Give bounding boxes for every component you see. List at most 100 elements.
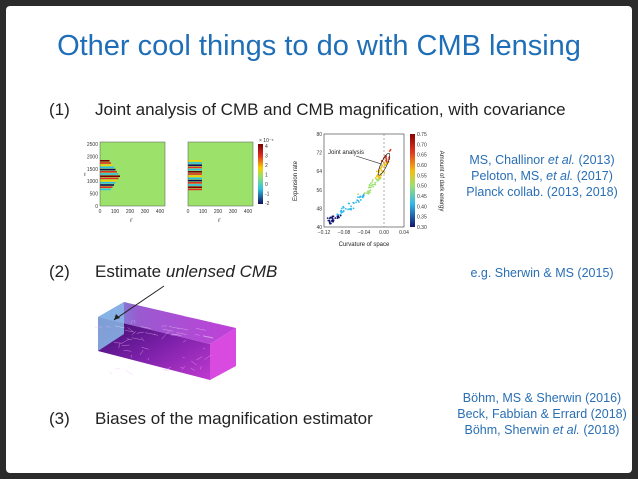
scatter-point [381,164,384,167]
item-2-number: (2) [49,262,70,281]
cosmic-web-filament [182,339,187,343]
cosmic-web-filament [153,333,158,336]
scatter-point [372,185,375,188]
cosmic-web-filament [140,326,151,329]
heatmap-x-tick: 400 [156,209,165,215]
heatmap-y-tick: 1000 [87,179,98,185]
heatmap-stripe [100,182,116,184]
slide: Other cool things to do with CMB lensing… [6,6,632,473]
scatter-point [374,181,377,184]
heatmap-x-tick: 100 [199,209,208,215]
cosmic-web-filament [171,333,182,337]
heatmap-stripe [188,162,202,164]
scatter-point [369,186,372,189]
cosmic-web-filament [191,360,197,366]
cosmic-web-filament [114,325,125,329]
cosmic-web-filament [200,366,202,370]
chart-y-tick: 56 [316,188,322,194]
cosmic-web-filament [162,328,173,332]
heatmap-stripe [100,188,111,191]
scatter-point [339,214,342,217]
scatter-point [349,207,352,210]
heatmap-colorbar [258,144,263,204]
heatmap-stripe [188,186,202,188]
chart-y-tick: 72 [316,151,322,157]
cosmic-web-filament [131,331,136,336]
cosmic-web-filament [124,330,135,333]
cosmic-web-filament [183,315,194,319]
chart-x-tick: −0.08 [338,230,351,236]
heatmap-stripe [100,175,120,177]
ref-2-line-1: e.g. Sherwin & MS (2015) [470,266,614,280]
scatter-point [330,216,333,219]
heatmap-colorbar-tick: -2 [265,201,270,207]
lensing-simulation-illustration [94,285,236,380]
scatter-point [361,196,364,199]
scatter-point [375,170,378,173]
heatmap-stripe [188,179,202,182]
cosmic-web-filament [194,334,200,336]
scatter-point [359,195,362,198]
scatter-point [352,207,355,210]
scatter-point [383,164,386,167]
scatter-point [376,174,379,177]
scatter-point [342,206,345,209]
scatter-point [336,217,339,220]
scatter-point [363,192,366,194]
item-2-text: Estimate [95,262,166,281]
scatter-point [374,177,377,179]
heatmap-right [187,141,254,207]
chart-colorbar-tick: 0.60 [417,163,427,169]
cosmic-web-filament [125,370,134,376]
chart-x-tick: 0.04 [399,230,409,236]
cosmic-web-filament [203,336,214,339]
cosmic-web-filament [202,347,206,350]
pointer-arrow [113,285,165,321]
cosmic-web-filament [130,319,133,325]
item-1: (1) Joint analysis of CMB and CMB magnifi… [49,100,566,120]
heatmap-stripe [188,188,202,191]
chart-colorbar-tick: 0.65 [417,153,427,159]
cosmic-web-filament [136,331,144,334]
cosmic-web-filament [139,350,144,356]
cosmic-web-filament [176,332,187,335]
scatter-point [380,169,383,171]
scatter-point [358,201,360,203]
scatter-point [385,159,388,162]
heatmap-stripe [100,162,111,164]
scatter-point [326,217,329,220]
scatter-point [328,220,331,223]
scatter-point [388,150,391,152]
chart-colorbar-tick: 0.50 [417,184,427,190]
heatmap-x-tick: 0 [99,209,102,215]
ref-1-line-3: Planck collab. (2013, 2018) [466,185,618,199]
item-2: (2) Estimate unlensed CMB [49,262,277,282]
heatmap-y-tick: 1500 [87,167,98,173]
heatmap-stripe [100,184,114,186]
cosmic-web-filament [127,327,133,332]
heatmap-x-tick: 0 [187,209,190,215]
heatmap-x-tick: 100 [111,209,120,215]
scatter-point [355,201,358,204]
scatter-point [356,199,359,202]
scatter-point [334,217,337,219]
heatmap-colorbar-tick: 2 [265,163,268,169]
heatmap-stripe [100,164,113,166]
scatter-point [338,216,340,219]
item-3: (3) Biases of the magnification estimator [49,409,373,429]
chart-xlabel: Curvature of space [339,242,390,248]
slide-title: Other cool things to do with CMB lensing [57,30,581,62]
references-2: e.g. Sherwin & MS (2015) [454,265,630,281]
cosmic-web-filament [114,367,121,370]
cosmic-web-filament [196,356,203,361]
chart-colorbar-label: Amount of dark energy [438,151,444,212]
cosmic-web-filament [168,326,180,329]
scatter-point [368,191,371,194]
heatmap-left-xlabel: ℓ' [130,218,133,224]
chart-y-tick: 48 [316,206,322,212]
heatmap-y-tick: 0 [95,204,98,210]
scatter-point [376,178,378,181]
heatmap-stripe [100,168,116,171]
heatmap-stripe [188,164,202,166]
